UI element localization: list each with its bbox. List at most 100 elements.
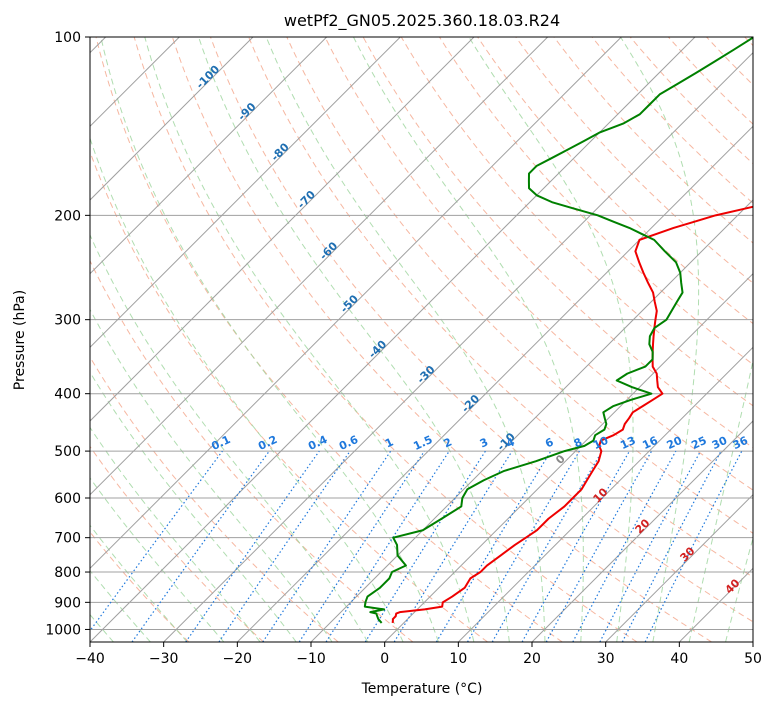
y-tick-label: 700 — [54, 531, 81, 547]
mixing-ratio-line — [393, 450, 513, 642]
mixing-ratio-label: 6 — [543, 435, 556, 450]
mixing-ratio-label: 25 — [689, 434, 708, 452]
x-tick-label: 20 — [523, 651, 541, 667]
isotherm-line — [90, 37, 696, 642]
x-tick-label: −20 — [223, 651, 253, 667]
mixing-ratio-label: 36 — [731, 434, 751, 452]
dry-adiabat — [210, 37, 753, 623]
mixing-ratio-line — [325, 450, 450, 642]
y-tick-label: 600 — [54, 491, 81, 507]
x-tick-label: −10 — [296, 651, 326, 667]
y-tick-label: 300 — [54, 313, 81, 329]
moist-adiabat — [100, 37, 439, 642]
x-tick-label: −40 — [75, 651, 105, 667]
plot-frame — [89, 36, 754, 643]
dry-adiabat — [90, 150, 488, 642]
moist-adiabat — [90, 136, 404, 642]
isotherm-line — [90, 37, 401, 349]
y-axis-title: Pressure (hPa) — [12, 290, 28, 390]
moist-adiabat — [90, 371, 297, 642]
mixing-ratio-line — [572, 450, 677, 642]
moist-adiabat — [725, 536, 753, 642]
dry-adiabat — [553, 37, 753, 244]
x-tick-label: 0 — [380, 651, 389, 667]
x-tick-label: −30 — [149, 651, 179, 667]
mixing-ratio-label: 20 — [665, 434, 685, 452]
dry-adiabat — [90, 531, 190, 642]
dry-adiabat — [133, 37, 638, 642]
moist-adiabat — [620, 37, 700, 642]
mixing-ratio-label: 13 — [618, 434, 637, 452]
y-tick-label: 800 — [54, 565, 81, 581]
isotherm-line — [90, 37, 328, 275]
isotherm-line — [236, 125, 753, 642]
moist-adiabat — [144, 37, 475, 642]
dry-adiabat — [95, 37, 563, 642]
moist-adiabat-label: 20 — [633, 516, 653, 536]
mixing-ratio-line — [435, 450, 552, 642]
isotherm-line — [384, 272, 753, 642]
moist-adiabat — [90, 308, 333, 642]
y-tick-label: 500 — [54, 444, 81, 460]
dewpoint-profile-line — [363, 37, 753, 624]
mixing-ratio-line — [521, 450, 631, 642]
isotherm-label: -90 — [235, 100, 258, 123]
mixing-ratio-line — [218, 450, 351, 642]
mixing-ratio-label: 1 — [383, 435, 395, 450]
moist-adiabat — [90, 569, 151, 642]
x-tick-label: 10 — [449, 651, 467, 667]
isotherm-line — [752, 641, 753, 642]
mixing-ratio-label: 0.2 — [256, 433, 279, 453]
isotherm-line — [605, 493, 753, 642]
mixing-ratio-line — [185, 450, 320, 642]
moist-adiabat — [198, 37, 510, 642]
mixing-ratio-line — [545, 450, 653, 642]
moist-adiabat — [90, 477, 225, 642]
mixing-ratio-line — [131, 450, 270, 642]
isotherm-label: -60 — [317, 239, 340, 262]
mixing-ratio-line — [364, 450, 486, 642]
x-tick-label: 40 — [670, 651, 688, 667]
isotherm-label: -20 — [459, 392, 482, 415]
moist-adiabat — [265, 37, 546, 642]
plot-content — [90, 37, 753, 642]
moist-adiabat — [90, 233, 369, 642]
mixing-ratio-label: 3 — [478, 435, 490, 450]
moist-adiabat-label: 30 — [678, 544, 698, 564]
mixing-ratio-line — [298, 450, 425, 642]
chart-title: wetPf2_GN05.2025.360.18.03.R24 — [284, 11, 560, 31]
isotherm-label: -70 — [295, 188, 318, 211]
isotherm-line — [457, 346, 753, 642]
mixing-ratio-label: 1.5 — [411, 433, 434, 453]
moist-adiabat — [353, 37, 584, 642]
dry-adiabat — [90, 445, 264, 642]
dry-adiabat — [286, 37, 753, 534]
mixing-ratio-label: 0.6 — [337, 433, 360, 453]
dry-adiabat — [324, 37, 753, 491]
y-tick-label: 100 — [54, 30, 81, 46]
dry-adiabat — [248, 37, 753, 578]
isotherm-line — [90, 37, 475, 422]
isotherm-line — [163, 51, 753, 642]
x-tick-label: 30 — [597, 651, 615, 667]
x-axis-title: Temperature (°C) — [361, 681, 483, 697]
mixing-ratio-label: 30 — [710, 434, 730, 452]
moist-adiabat — [468, 37, 634, 642]
y-tick-label: 1000 — [45, 622, 81, 638]
isotherm-label: -80 — [269, 140, 292, 163]
temperature-profile-line — [391, 205, 753, 624]
moist-adiabat — [90, 426, 261, 642]
moist-adiabat — [688, 358, 753, 642]
mixing-ratio-line — [262, 450, 392, 642]
isotherm-line — [90, 37, 254, 201]
isotherm-label: -100 — [194, 63, 223, 92]
dry-adiabat — [90, 259, 414, 642]
moist-adiabat-label: 10 — [591, 485, 611, 505]
dry-adiabat — [515, 37, 753, 284]
isotherm-line — [531, 420, 753, 642]
isotherm-line — [90, 37, 622, 570]
mixing-ratio-label: 0.1 — [209, 433, 232, 453]
isotherm-line — [90, 37, 549, 496]
isotherm-label: -50 — [338, 292, 361, 315]
